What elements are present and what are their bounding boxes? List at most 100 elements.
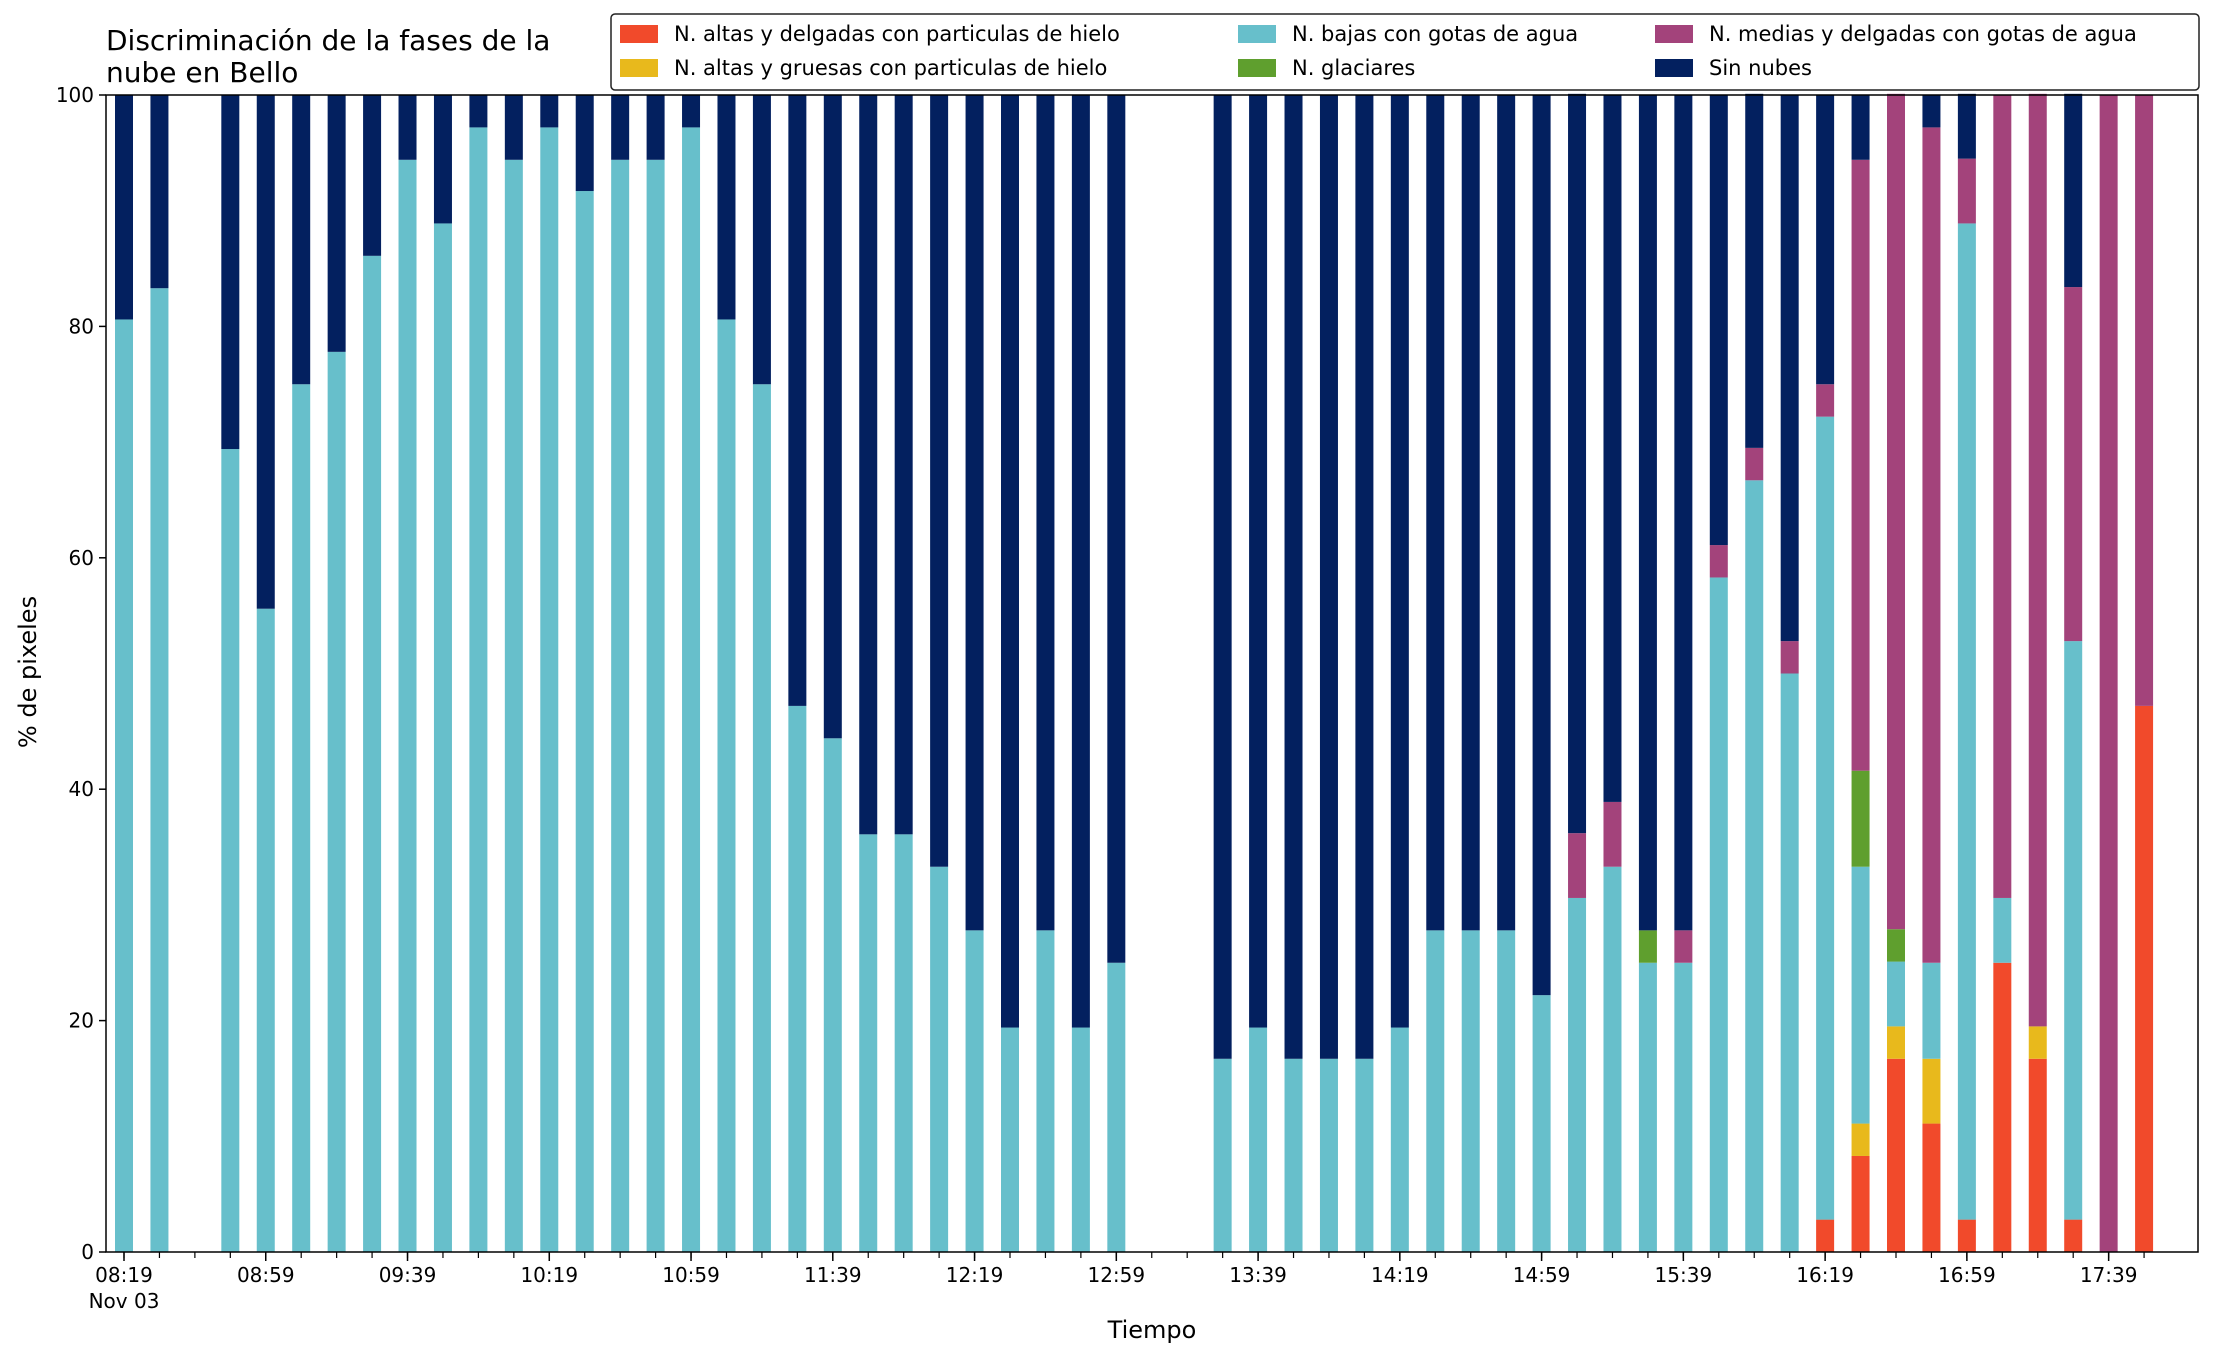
bar-segment-0929-s2: [363, 255, 382, 1252]
legend-label-3: N. glaciares: [1292, 56, 1415, 80]
bar-segment-1639-s1: [1887, 1026, 1905, 1059]
bar-segment-0929-s5: [363, 95, 382, 256]
bar-segment-1519-s5: [1603, 95, 1622, 802]
bar-segment-1509-s5: [1568, 93, 1587, 834]
legend-swatch-4: [1655, 25, 1693, 43]
bar-segment-1659-s2: [1957, 223, 1976, 1220]
legend-swatch-5: [1655, 59, 1693, 77]
x-tick-date-label: Nov 03: [89, 1289, 160, 1313]
bar-segment-1139-s2: [823, 738, 842, 1252]
legend-label-5: Sin nubes: [1709, 56, 1812, 80]
legend-swatch-2: [1238, 25, 1276, 43]
bar-segment-1159-s5: [894, 95, 913, 835]
bar-segment-0949-s5: [433, 95, 452, 224]
plot-frame: [105, 94, 2199, 1253]
bar-segment-1649-s0: [1922, 1123, 1941, 1252]
bar-segment-1619-s0: [1816, 1219, 1835, 1252]
bar-segment-1239-s5: [1036, 95, 1055, 931]
bar-segment-1009-s2: [504, 159, 523, 1252]
bar-segment-1409-s2: [1355, 1058, 1374, 1252]
bar-segment-1559-s4: [1745, 447, 1764, 481]
bar-segment-1349-s5: [1284, 95, 1303, 1059]
bar-segment-1639-s4: [1887, 93, 1905, 930]
bar-segment-1539-s5: [1674, 95, 1693, 931]
bar-segment-0819-s2: [115, 319, 133, 1253]
bar-segment-1449-s5: [1497, 95, 1516, 931]
bar-segment-1729-s5: [2064, 93, 2083, 288]
legend-label-1: N. altas y gruesas con particulas de hie…: [674, 56, 1107, 80]
x-tick-label-1059: 10:59: [662, 1263, 720, 1287]
bar-segment-1729-s4: [2064, 287, 2083, 642]
chart-title: Discriminación de la fases de la nube en…: [106, 24, 559, 89]
bar-segment-1129-s2: [788, 705, 807, 1252]
x-tick-label-1219: 12:19: [946, 1263, 1004, 1287]
bar-segment-1659-s4: [1957, 158, 1976, 224]
bar-segment-1739-s4: [2099, 95, 2118, 1252]
bar-segment-1019-s2: [540, 127, 559, 1252]
bar-segment-1349-s2: [1284, 1058, 1303, 1252]
bar-segment-0939-s2: [398, 159, 417, 1252]
bar-segment-1109-s5: [717, 95, 736, 320]
bar-segment-1109-s2: [717, 319, 736, 1253]
bar-segment-1229-s5: [1001, 95, 1019, 1028]
bar-segment-1649-s2: [1922, 962, 1941, 1059]
bar-segment-0849-s2: [221, 449, 240, 1252]
bar-segment-1149-s5: [859, 95, 878, 835]
bars-group: [115, 93, 2154, 1253]
bar-segment-1639-s0: [1887, 1058, 1905, 1252]
bar-segment-0939-s5: [398, 95, 417, 160]
bar-segment-1029-s5: [575, 95, 594, 192]
bar-segment-1649-s5: [1922, 95, 1941, 128]
bar-segment-1659-s5: [1957, 93, 1976, 159]
bar-segment-1429-s2: [1426, 930, 1445, 1252]
x-tick-label-0859: 08:59: [237, 1263, 295, 1287]
bar-segment-1139-s5: [823, 95, 842, 739]
bar-segment-1029-s2: [575, 191, 594, 1252]
legend-swatch-1: [620, 59, 658, 77]
bar-segment-1459-s5: [1532, 95, 1551, 996]
bar-segment-1549-s2: [1709, 577, 1728, 1252]
bar-segment-1329-s2: [1213, 1058, 1232, 1252]
legend-label-4: N. medias y delgadas con gotas de agua: [1709, 22, 2137, 46]
bar-segment-1209-s5: [930, 95, 949, 867]
bar-segment-1149-s2: [859, 834, 878, 1252]
y-tick-label-60: 60: [69, 546, 94, 570]
bar-segment-1019-s5: [540, 95, 559, 128]
bar-segment-0859-s2: [256, 608, 275, 1252]
axes-group: 0 20 40 60 80 100 08:19 08:59 09:39 10:19 10:59 11:…: [56, 83, 2199, 1313]
bar-segment-1159-s2: [894, 834, 913, 1252]
bar-segment-1729-s0: [2064, 1219, 2083, 1252]
bar-segment-1639-s3: [1887, 929, 1905, 962]
bar-segment-1239-s2: [1036, 930, 1055, 1252]
bar-segment-1429-s5: [1426, 95, 1445, 931]
bar-segment-1559-s5: [1745, 93, 1764, 448]
legend: N. altas y delgadas con particulas de hi…: [610, 13, 2200, 91]
x-tick-label-1459: 14:59: [1513, 1263, 1571, 1287]
bar-segment-0829-s2: [150, 288, 169, 1253]
bar-segment-1129-s5: [788, 95, 807, 706]
chart-title-line-1: Discriminación de la fases de la: [106, 24, 550, 57]
bar-segment-1249-s2: [1071, 1027, 1090, 1252]
x-tick-label-0819: 08:19: [95, 1263, 153, 1287]
bar-segment-1229-s2: [1001, 1027, 1019, 1252]
y-tick-label-80: 80: [69, 314, 94, 338]
bar-segment-1719-s1: [2028, 1026, 2047, 1059]
y-tick-label-100: 100: [56, 83, 94, 107]
x-tick-label-1139: 11:39: [804, 1263, 862, 1287]
bar-segment-1629-s2: [1851, 866, 1870, 1124]
bar-segment-0849-s5: [221, 95, 240, 450]
bar-segment-1529-s5: [1638, 95, 1657, 931]
x-tick-label-0939: 09:39: [379, 1263, 437, 1287]
y-tick-label-40: 40: [69, 777, 94, 801]
bar-segment-0919-s5: [327, 95, 346, 352]
legend-label-0: N. altas y delgadas con particulas de hi…: [674, 22, 1120, 46]
x-tick-label-1339: 13:39: [1229, 1263, 1287, 1287]
y-tick-label-0: 0: [81, 1240, 94, 1264]
bar-segment-1649-s4: [1922, 127, 1941, 963]
bar-segment-1509-s4: [1568, 833, 1587, 898]
bar-segment-1059-s5: [682, 95, 701, 128]
bar-segment-1439-s5: [1461, 95, 1480, 931]
bar-segment-1709-s4: [1993, 95, 2012, 898]
bar-segment-1049-s2: [646, 159, 665, 1252]
